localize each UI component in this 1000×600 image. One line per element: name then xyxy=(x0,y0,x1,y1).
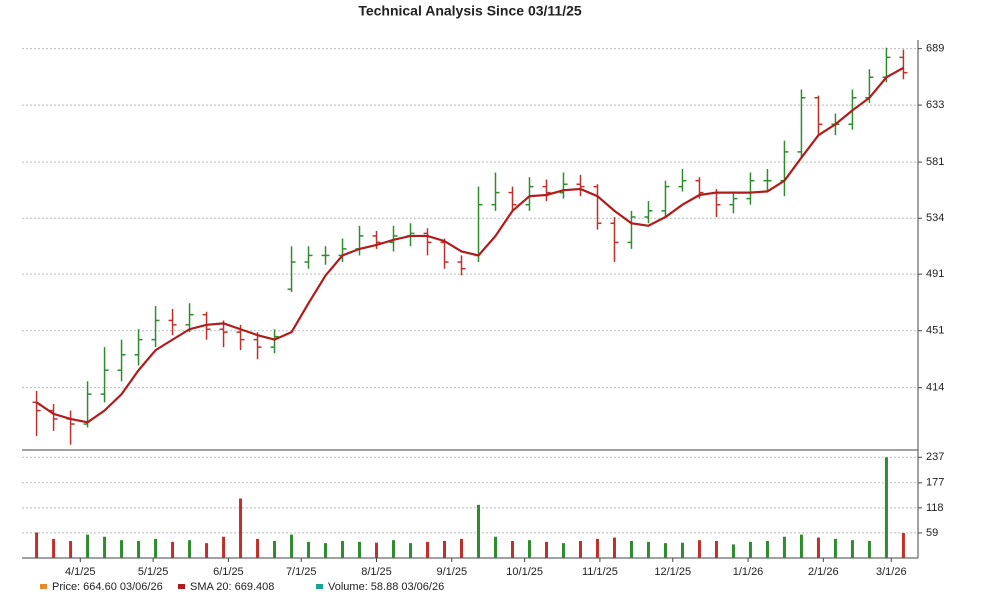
volume-bar xyxy=(307,541,311,558)
volume-bar xyxy=(222,536,226,558)
x-tick-label: 5/1/25 xyxy=(138,566,169,578)
volume-bar xyxy=(273,541,277,558)
x-tick-label: 1/1/26 xyxy=(733,566,764,578)
y-tick-label: 237 xyxy=(926,451,944,463)
x-tick-label: 2/1/26 xyxy=(808,566,839,578)
volume-bar xyxy=(358,541,362,558)
volume-bar xyxy=(188,540,192,558)
x-tick-label: 11/1/25 xyxy=(582,566,618,578)
volume-bar xyxy=(578,541,582,558)
volume-bar xyxy=(595,538,599,558)
volume-bar xyxy=(901,532,905,558)
volume-bar xyxy=(69,541,73,558)
legend-swatch xyxy=(178,584,185,589)
volume-bar xyxy=(680,542,684,558)
x-tick-label: 7/1/25 xyxy=(286,566,317,578)
volume-bar xyxy=(256,538,260,558)
legend-swatch xyxy=(316,584,323,589)
volume-bar xyxy=(714,541,718,558)
volume-bar xyxy=(324,543,328,558)
volume-bar xyxy=(748,541,752,558)
legend-label: Price: 664.60 03/06/26 xyxy=(52,581,163,593)
volume-bar xyxy=(884,457,888,558)
volume-bar xyxy=(476,504,480,558)
volume-bar xyxy=(663,543,667,558)
volume-bar xyxy=(205,543,209,558)
volume-bar xyxy=(120,540,124,558)
volume-bar xyxy=(171,541,175,558)
volume-bar xyxy=(392,540,396,558)
volume-bar xyxy=(290,534,294,558)
volume-bar xyxy=(341,541,345,558)
y-tick-label: 414 xyxy=(926,382,944,394)
volume-bar xyxy=(850,540,854,558)
volume-bar xyxy=(612,537,616,558)
volume-bar xyxy=(35,532,39,558)
volume-bar xyxy=(646,541,650,558)
volume-bar xyxy=(409,543,413,558)
volume-bar xyxy=(782,536,786,558)
legend-swatch xyxy=(40,584,47,589)
volume-bar xyxy=(629,541,633,558)
y-tick-label: 689 xyxy=(926,43,944,55)
volume-bar xyxy=(765,541,769,558)
x-tick-label: 4/1/25 xyxy=(65,566,96,578)
volume-bar xyxy=(493,536,497,558)
volume-bar xyxy=(697,540,701,558)
volume-bar xyxy=(426,541,430,558)
volume-bar xyxy=(137,541,141,558)
legend-label: SMA 20: 669.408 xyxy=(190,581,274,593)
y-tick-label: 59 xyxy=(926,527,938,539)
legend-label: Volume: 58.88 03/06/26 xyxy=(328,581,444,593)
volume-bar xyxy=(799,534,803,558)
y-tick-label: 451 xyxy=(926,325,944,337)
x-tick-label: 10/1/25 xyxy=(506,566,543,578)
volume-bar xyxy=(867,541,871,558)
volume-bar xyxy=(561,543,565,558)
x-tick-label: 6/1/25 xyxy=(213,566,244,578)
x-tick-label: 9/1/25 xyxy=(436,566,467,578)
volume-bar xyxy=(239,498,243,558)
y-tick-label: 581 xyxy=(926,156,944,168)
x-tick-label: 3/1/26 xyxy=(876,566,907,578)
volume-bar xyxy=(154,538,158,558)
volume-bar xyxy=(527,540,531,558)
volume-bar xyxy=(86,534,90,558)
volume-bar xyxy=(731,544,735,558)
y-tick-label: 118 xyxy=(926,502,944,514)
volume-bar xyxy=(544,541,548,558)
volume-bar xyxy=(52,538,56,558)
volume-bar xyxy=(375,542,379,558)
y-tick-label: 491 xyxy=(926,268,944,280)
x-tick-label: 8/1/25 xyxy=(361,566,392,578)
volume-bar xyxy=(510,541,514,558)
sma-line xyxy=(35,66,904,424)
x-tick-label: 12/1/25 xyxy=(654,566,691,578)
volume-bar xyxy=(103,536,107,558)
y-tick-label: 534 xyxy=(926,212,944,224)
y-tick-label: 633 xyxy=(926,99,944,111)
y-tick-label: 177 xyxy=(926,477,944,489)
volume-bar xyxy=(460,538,464,558)
volume-bar xyxy=(443,541,447,558)
volume-bar xyxy=(816,537,820,558)
chart-title: Technical Analysis Since 03/11/25 xyxy=(358,3,582,19)
volume-bar xyxy=(833,538,837,558)
